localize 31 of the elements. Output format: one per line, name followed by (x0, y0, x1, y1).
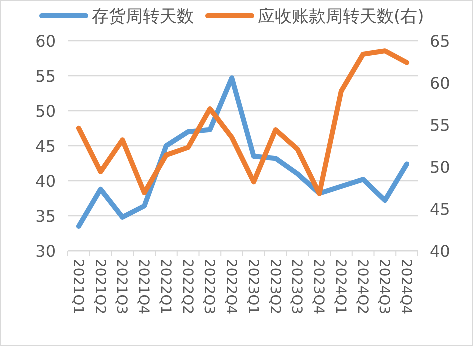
x-tick-label: 2024Q2 (354, 259, 370, 315)
x-tick-label: 2023Q1 (244, 259, 261, 315)
y-tick-label: 60 (36, 32, 56, 51)
y2-tick-label: 65 (430, 32, 450, 51)
x-tick-label: 2023Q3 (288, 259, 305, 315)
y2-tick-label: 40 (430, 242, 450, 261)
x-tick-label: 2021Q3 (114, 259, 130, 315)
y2-tick-label: 60 (430, 74, 450, 93)
y-tick-label: 40 (36, 172, 56, 191)
y-tick-label: 30 (36, 242, 56, 261)
x-tick-label: 2024Q4 (398, 259, 414, 315)
y2-tick-label: 45 (430, 200, 450, 219)
x-tick-label: 2021Q4 (136, 259, 152, 315)
x-tick-label: 2022Q1 (157, 259, 174, 315)
x-tick-label: 2021Q2 (92, 259, 108, 315)
y2-tick-label: 55 (430, 116, 450, 135)
y2-tick-label: 50 (430, 158, 450, 177)
legend-label: 应收账款周转天数(右) (258, 7, 424, 27)
x-tick-label: 2022Q2 (179, 259, 196, 315)
legend-label: 存货周转天数 (92, 7, 194, 27)
y-tick-label: 45 (36, 137, 56, 156)
x-tick-label: 2021Q1 (70, 259, 86, 315)
y-tick-label: 55 (36, 67, 56, 86)
x-tick-label: 2022Q3 (201, 259, 218, 315)
x-tick-label: 2023Q2 (266, 259, 283, 315)
x-tick-label: 2024Q3 (376, 259, 392, 315)
y-tick-label: 35 (36, 207, 56, 226)
y-tick-label: 50 (36, 102, 56, 121)
x-tick-label: 2024Q1 (332, 259, 348, 315)
x-tick-label: 2022Q4 (223, 259, 240, 315)
x-tick-label: 2023Q4 (310, 259, 327, 315)
